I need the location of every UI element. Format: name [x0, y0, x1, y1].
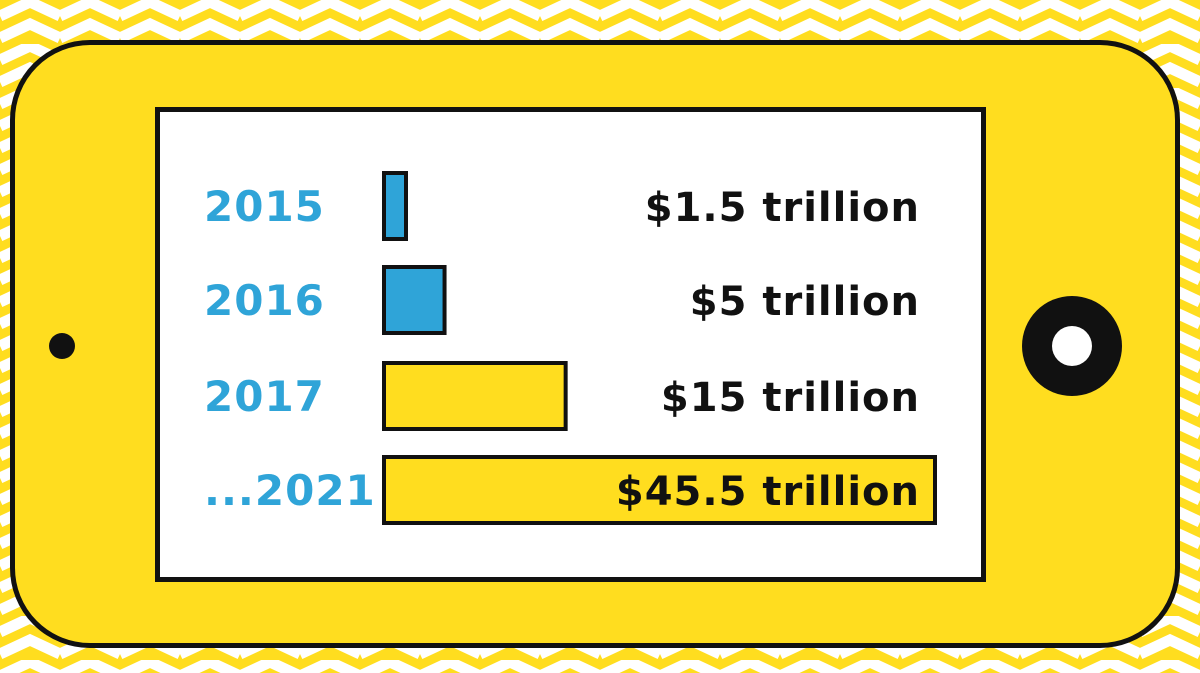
home-button-icon — [1022, 296, 1122, 396]
speaker-dot-icon — [49, 333, 75, 359]
category-label-2: 2017 — [204, 372, 325, 421]
value-label-0: $1.5 trillion — [645, 185, 920, 231]
category-label-1: 2016 — [204, 276, 325, 325]
category-label-3: ...2021 — [204, 466, 376, 515]
bar-1 — [382, 265, 447, 335]
home-button-center — [1052, 326, 1092, 366]
bar-2 — [382, 361, 568, 431]
value-label-1: $5 trillion — [690, 279, 920, 325]
value-label-2: $15 trillion — [661, 375, 920, 421]
value-label-3: $45.5 trillion — [616, 469, 920, 515]
bar-0 — [382, 171, 408, 241]
bar-3 — [382, 455, 937, 525]
category-label-0: 2015 — [204, 182, 325, 231]
